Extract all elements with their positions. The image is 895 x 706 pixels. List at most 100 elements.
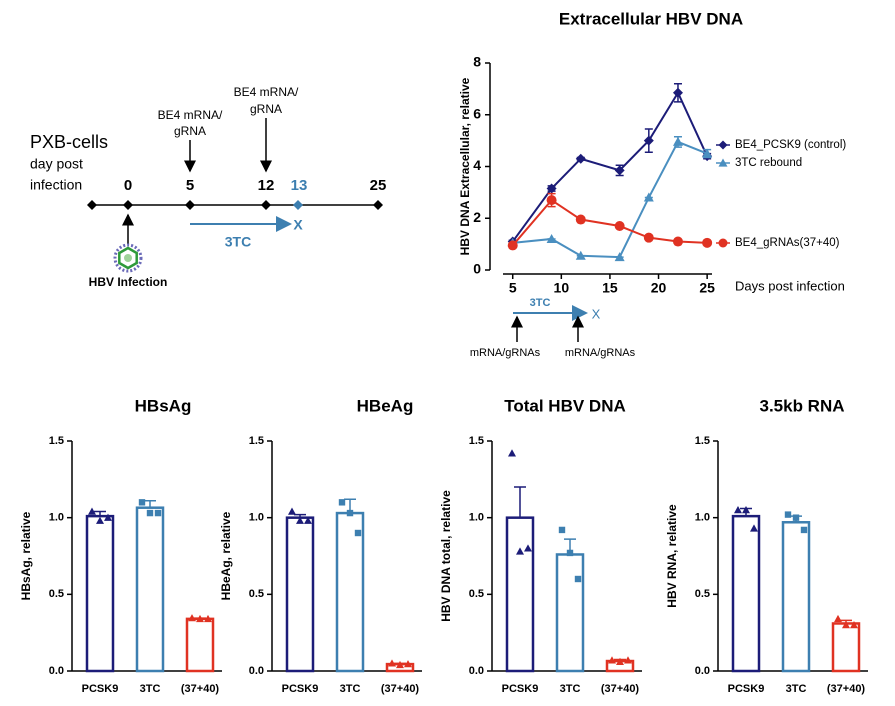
x-tick-label: (37+40) bbox=[601, 683, 640, 695]
data-point bbox=[288, 507, 296, 515]
data-point bbox=[138, 499, 146, 506]
day-label: 0 bbox=[124, 177, 132, 194]
y-axis-label: HBsAg, relative bbox=[19, 511, 33, 600]
y-tick-label: 6 bbox=[473, 105, 481, 121]
chart-title: Extracellular HBV DNA bbox=[559, 9, 743, 28]
y-tick-label: 1.5 bbox=[469, 435, 484, 447]
chart-title: HBsAg bbox=[135, 396, 192, 415]
data-point bbox=[672, 87, 683, 98]
data-point bbox=[616, 657, 624, 665]
x-tick-label: 3TC bbox=[340, 683, 361, 695]
bar bbox=[781, 521, 811, 673]
x-tick-label: PCSK9 bbox=[502, 683, 539, 695]
data-point bbox=[188, 614, 196, 622]
legend-label: BE4_gRNAs(37+40) bbox=[735, 237, 840, 249]
x-tick-label: 10 bbox=[554, 280, 570, 296]
x-tick-label: 3TC bbox=[560, 683, 581, 695]
data-point bbox=[154, 509, 162, 517]
data-point bbox=[742, 506, 750, 514]
bar bbox=[731, 514, 761, 673]
y-tick-label: 1.5 bbox=[695, 435, 710, 447]
x-tick-label: 20 bbox=[651, 280, 667, 296]
legend-label: 3TC rebound bbox=[735, 157, 802, 169]
dose-label: mRNA/gRNAs bbox=[565, 347, 636, 359]
x-tick-label: 3TC bbox=[786, 683, 807, 695]
timeline: PXB-cells day post infection 0 5 12 13 2… bbox=[30, 85, 386, 289]
bar bbox=[335, 511, 365, 673]
data-point bbox=[296, 516, 304, 524]
drug-stop: X bbox=[592, 306, 601, 321]
bar bbox=[505, 516, 535, 673]
data-point bbox=[196, 614, 204, 623]
treatment-label: BE4 mRNA/ bbox=[234, 85, 299, 99]
data-point bbox=[516, 547, 524, 555]
x-tick-label: (37+40) bbox=[827, 683, 866, 695]
data-point bbox=[734, 506, 742, 514]
y-tick-label: 8 bbox=[473, 54, 481, 70]
x-tick-label: (37+40) bbox=[381, 683, 420, 695]
y-tick-label: 1.0 bbox=[49, 512, 64, 524]
data-point bbox=[304, 516, 312, 524]
data-point bbox=[575, 250, 586, 260]
data-point bbox=[546, 233, 557, 243]
x-tick-label: 25 bbox=[699, 280, 715, 296]
x-axis-label: Days post infection bbox=[735, 278, 845, 293]
drug-stop: X bbox=[293, 217, 303, 233]
chart-title: 3.5kb RNA bbox=[759, 396, 844, 415]
data-point bbox=[800, 526, 808, 534]
data-point bbox=[104, 513, 112, 521]
data-point bbox=[96, 516, 104, 524]
x-tick-label: 3TC bbox=[140, 683, 161, 695]
data-point bbox=[524, 544, 532, 552]
data-point bbox=[608, 656, 616, 664]
day-label: 12 bbox=[258, 177, 275, 194]
bar bbox=[185, 617, 215, 673]
y-tick-label: 0.5 bbox=[249, 588, 264, 600]
bar bbox=[831, 622, 861, 673]
data-point bbox=[404, 660, 412, 668]
data-point bbox=[643, 192, 654, 202]
data-point bbox=[614, 221, 625, 232]
drug-label: 3TC bbox=[225, 234, 251, 250]
day-label: 5 bbox=[186, 177, 194, 194]
y-tick-label: 1.5 bbox=[49, 435, 64, 447]
y-axis-label: HBV DNA Extracellular, relative bbox=[458, 77, 472, 255]
data-point bbox=[672, 236, 683, 247]
data-point bbox=[575, 153, 586, 164]
y-tick-label: 1.0 bbox=[695, 512, 710, 524]
data-point bbox=[388, 659, 396, 667]
day-label: 25 bbox=[370, 177, 387, 194]
data-point bbox=[643, 135, 654, 146]
data-point bbox=[346, 509, 354, 517]
data-point bbox=[643, 232, 654, 243]
virus-icon bbox=[113, 243, 143, 273]
x-tick-label: PCSK9 bbox=[82, 683, 119, 695]
bar bbox=[135, 506, 165, 673]
x-tick-label: PCSK9 bbox=[728, 683, 765, 695]
chart-title: HBeAg bbox=[357, 396, 414, 415]
data-point bbox=[850, 621, 858, 629]
x-tick-label: 5 bbox=[509, 280, 517, 296]
data-point bbox=[834, 614, 842, 623]
y-tick-label: 0.0 bbox=[249, 665, 264, 677]
y-tick-label: 1.0 bbox=[469, 512, 484, 524]
y-tick-label: 1.5 bbox=[249, 435, 264, 447]
data-point bbox=[507, 240, 518, 251]
data-point bbox=[842, 621, 850, 629]
axis-label: day post bbox=[30, 156, 83, 172]
treatment-label: gRNA bbox=[250, 102, 282, 116]
data-point bbox=[792, 514, 800, 521]
y-tick-label: 0.5 bbox=[695, 588, 710, 600]
drug-label: 3TC bbox=[530, 297, 551, 309]
y-tick-label: 0.5 bbox=[49, 588, 64, 600]
treatment-label: gRNA bbox=[174, 124, 206, 138]
data-point bbox=[354, 529, 362, 537]
y-tick-label: 0.5 bbox=[469, 588, 484, 600]
legend-label: BE4_PCSK9 (control) bbox=[735, 139, 846, 151]
y-tick-label: 0.0 bbox=[695, 665, 710, 677]
data-point bbox=[546, 195, 557, 206]
y-axis-label: HBeAg, relative bbox=[219, 511, 233, 600]
y-tick-label: 0.0 bbox=[49, 665, 64, 677]
error-bar bbox=[94, 510, 106, 517]
